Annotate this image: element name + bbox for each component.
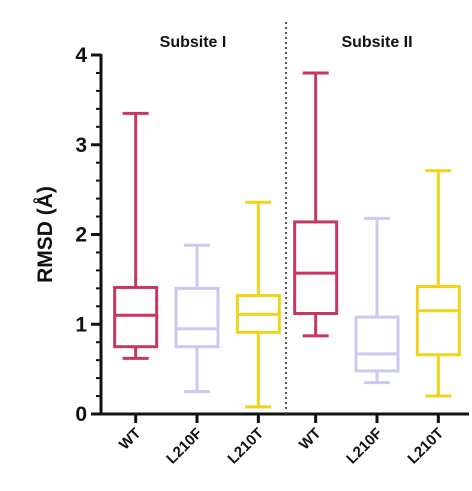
box-series <box>113 71 461 409</box>
x-category-label: L210F <box>343 425 386 468</box>
y-tick-label: 0 <box>75 403 87 426</box>
subsite-label: Subsite II <box>341 34 412 51</box>
box-wt <box>293 71 339 338</box>
x-category-label: WT <box>296 425 325 454</box>
y-tick-label: 3 <box>75 134 87 157</box>
subsite-label: Subsite I <box>160 34 227 51</box>
y-tick-label: 4 <box>75 44 87 67</box>
axes <box>91 22 469 423</box>
box-l210t <box>415 169 461 398</box>
box-wt <box>113 111 159 360</box>
box-l210f <box>174 243 220 394</box>
x-category-label: L210T <box>404 425 447 468</box>
box-iqr <box>354 315 400 373</box>
y-tick-label: 2 <box>75 224 87 247</box>
box-iqr <box>174 286 220 349</box>
y-tick-label: 1 <box>75 313 87 336</box>
x-category-label: L210F <box>163 425 206 468</box>
box-l210t <box>235 200 281 409</box>
x-category-label: L210T <box>224 425 267 468</box>
x-category-label: WT <box>116 425 145 454</box>
box-iqr <box>293 220 339 315</box>
box-l210f <box>354 216 400 385</box>
y-axis-label: RMSD (Å) <box>33 186 57 283</box>
box-iqr <box>113 285 159 349</box>
box-iqr <box>415 285 461 357</box>
labels: 0 1 2 3 4 RMSD (Å) Subsite I Subsite II WT L210F L… <box>33 34 447 467</box>
